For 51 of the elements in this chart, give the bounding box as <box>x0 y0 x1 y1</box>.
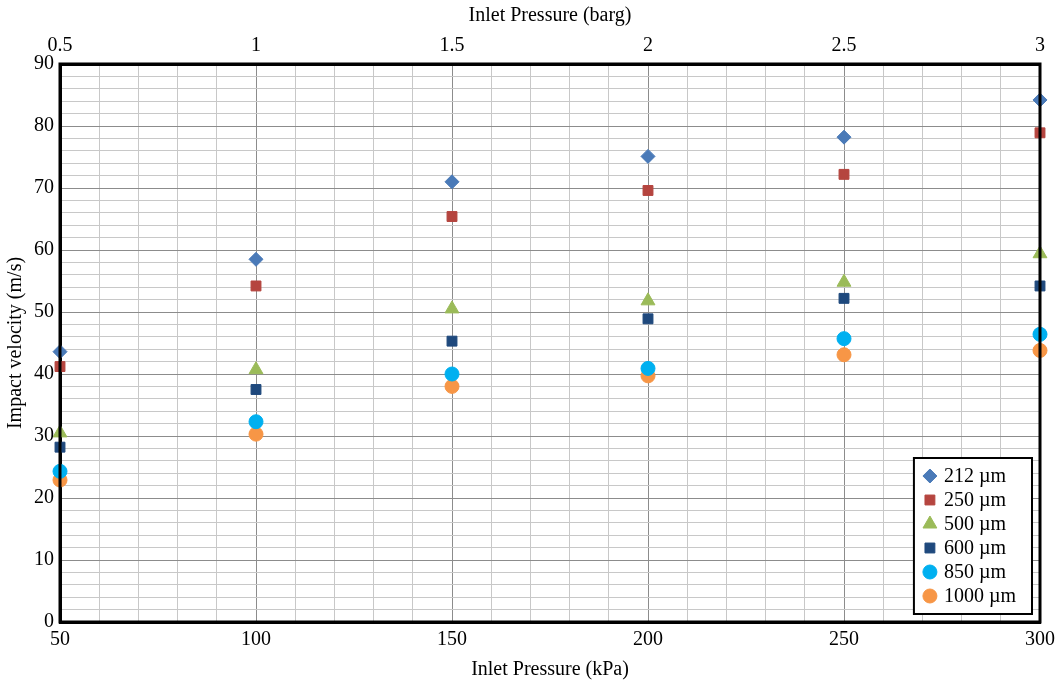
x2-tick-label: 2 <box>643 33 653 56</box>
legend-label: 500 µm <box>943 512 1007 536</box>
x-tick-label: 200 <box>633 627 663 650</box>
point <box>640 360 656 376</box>
point <box>640 148 656 164</box>
point <box>446 335 458 347</box>
y-tick-label: 40 <box>34 361 54 384</box>
x-axis-title: Inlet Pressure (kPa) <box>471 657 629 681</box>
point <box>838 292 850 304</box>
y-tick-label: 30 <box>34 423 54 446</box>
legend-label: 600 µm <box>943 536 1007 560</box>
point <box>444 174 460 190</box>
point <box>248 361 264 375</box>
x-tick-label: 300 <box>1025 627 1055 650</box>
x-tick-label: 150 <box>437 627 467 650</box>
x2-tick-label: 3 <box>1035 33 1045 56</box>
point <box>248 251 264 267</box>
x2-axis-title: Inlet Pressure (barg) <box>468 3 632 27</box>
point <box>444 366 460 382</box>
point <box>250 280 262 292</box>
legend-label: 1000 µm <box>943 584 1017 608</box>
point <box>444 300 460 314</box>
point <box>836 273 852 287</box>
x2-tick-label: 1 <box>251 33 261 56</box>
point <box>446 211 458 222</box>
y-axis-title: Impact velocity (m/s) <box>3 256 27 430</box>
legend-label: 212 µm <box>943 464 1007 488</box>
point <box>1034 280 1046 292</box>
point <box>444 378 460 394</box>
point <box>248 426 264 442</box>
point <box>836 129 852 145</box>
x2-tick-label: 1.5 <box>439 33 465 56</box>
point <box>642 185 654 196</box>
x-tick-label: 100 <box>241 627 271 650</box>
point <box>250 384 262 395</box>
point <box>640 292 656 306</box>
point <box>642 313 654 325</box>
legend-label: 250 µm <box>943 488 1007 512</box>
y-tick-label: 70 <box>34 175 54 198</box>
y-tick-label: 50 <box>34 299 54 322</box>
y-tick-label: 10 <box>34 547 54 570</box>
point <box>248 414 264 430</box>
y-tick-label: 60 <box>34 237 54 260</box>
y-tick-label: 80 <box>34 113 54 136</box>
x-tick-label: 250 <box>829 627 859 650</box>
point <box>836 347 852 363</box>
point <box>838 168 850 180</box>
y-tick-label: 20 <box>34 485 54 508</box>
legend-label: 850 µm <box>943 560 1007 584</box>
point <box>836 331 852 347</box>
x2-tick-label: 2.5 <box>831 33 857 56</box>
